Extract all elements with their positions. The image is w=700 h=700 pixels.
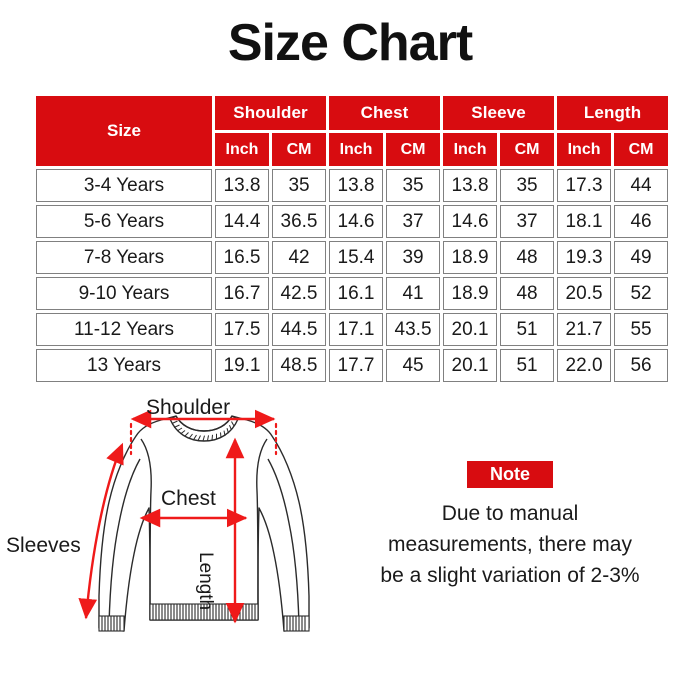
header-unit-chest-cm: CM [386,133,441,166]
row-size-label: 9-10 Years [36,277,212,310]
shoulder-seam-left [140,438,152,621]
header-group-sleeve: Sleeve [443,96,555,131]
header-unit-length-inch: Inch [557,133,612,166]
table-header: Size Shoulder Chest Sleeve Length Inch C… [36,96,669,166]
table-row: 3-4 Years 13.8 35 13.8 35 13.8 35 17.3 4… [36,169,669,202]
sleeve-arrow [78,442,124,620]
table-row: 9-10 Years 16.7 42.5 16.1 41 18.9 48 20.… [36,277,669,310]
cell-shoulder-inch: 17.5 [215,313,269,346]
cell-sleeve-inch: 18.9 [443,241,498,274]
sleeve-right-inner [267,458,300,626]
cell-chest-inch: 17.1 [329,313,384,346]
header-row-units: Inch CM Inch CM Inch CM Inch CM [36,133,669,166]
cell-length-cm: 49 [614,241,669,274]
cell-chest-cm: 39 [386,241,441,274]
cell-chest-cm: 37 [386,205,441,238]
note-badge: Note [467,461,553,488]
cell-sleeve-cm: 51 [500,349,555,382]
page-title: Size Chart [227,14,473,72]
cell-sleeve-inch: 18.9 [443,277,498,310]
cuff-right-ribbing [283,615,310,632]
cell-shoulder-inch: 14.4 [215,205,269,238]
cell-sleeve-cm: 35 [500,169,555,202]
shoulder-measure-group [129,409,278,456]
cell-sleeve-cm: 51 [500,313,555,346]
label-sleeves: Sleeves [6,534,81,557]
cell-length-cm: 56 [614,349,669,382]
size-table-container: Size Shoulder Chest Sleeve Length Inch C… [33,93,669,385]
header-unit-chest-inch: Inch [329,133,384,166]
cell-length-cm: 44 [614,169,669,202]
cell-shoulder-inch: 13.8 [215,169,269,202]
cell-chest-inch: 15.4 [329,241,384,274]
header-group-shoulder: Shoulder [215,96,327,131]
header-unit-sleeve-cm: CM [500,133,555,166]
cell-sleeve-inch: 20.1 [443,349,498,382]
cell-sleeve-cm: 48 [500,277,555,310]
table-body: 3-4 Years 13.8 35 13.8 35 13.8 35 17.3 4… [36,169,669,382]
table-row: 13 Years 19.1 48.5 17.7 45 20.1 51 22.0 … [36,349,669,382]
cell-length-inch: 17.3 [557,169,612,202]
cell-length-cm: 52 [614,277,669,310]
cell-sleeve-inch: 14.6 [443,205,498,238]
cell-sleeve-cm: 48 [500,241,555,274]
header-unit-length-cm: CM [614,133,669,166]
header-row-groups: Size Shoulder Chest Sleeve Length [36,96,669,166]
table-row: 11-12 Years 17.5 44.5 17.1 43.5 20.1 51 … [36,313,669,346]
cell-shoulder-cm: 48.5 [272,349,327,382]
header-unit-shoulder-inch: Inch [215,133,269,166]
row-size-label: 11-12 Years [36,313,212,346]
cell-length-cm: 46 [614,205,669,238]
sweater-illustration-svg [78,409,310,632]
row-size-label: 7-8 Years [36,241,212,274]
row-size-label: 13 Years [36,349,212,382]
cell-length-inch: 20.5 [557,277,612,310]
header-unit-sleeve-inch: Inch [443,133,498,166]
cell-chest-inch: 14.6 [329,205,384,238]
header-size: Size [36,96,212,166]
cell-sleeve-inch: 20.1 [443,313,498,346]
label-chest: Chest [161,487,216,510]
label-length: Length [195,552,216,611]
cell-sleeve-inch: 13.8 [443,169,498,202]
cuff-left-ribbing [98,615,125,632]
cell-shoulder-cm: 42.5 [272,277,327,310]
cell-length-inch: 21.7 [557,313,612,346]
size-table: Size Shoulder Chest Sleeve Length Inch C… [33,93,671,385]
row-size-label: 3-4 Years [36,169,212,202]
cell-chest-cm: 35 [386,169,441,202]
cell-shoulder-cm: 44.5 [272,313,327,346]
note-text: Due to manual measurements, there may be… [380,502,640,587]
cell-chest-inch: 13.8 [329,169,384,202]
table-row: 5-6 Years 14.4 36.5 14.6 37 14.6 37 18.1… [36,205,669,238]
table-row: 7-8 Years 16.5 42 15.4 39 18.9 48 19.3 4… [36,241,669,274]
cell-shoulder-inch: 16.7 [215,277,269,310]
cell-chest-inch: 16.1 [329,277,384,310]
sweater-diagram [0,392,350,700]
header-group-chest: Chest [329,96,441,131]
shoulder-seam-right [256,438,268,621]
cell-chest-cm: 45 [386,349,441,382]
cell-length-inch: 18.1 [557,205,612,238]
cell-chest-cm: 43.5 [386,313,441,346]
row-size-label: 5-6 Years [36,205,212,238]
cell-chest-inch: 17.7 [329,349,384,382]
cell-sleeve-cm: 37 [500,205,555,238]
cell-shoulder-cm: 42 [272,241,327,274]
header-unit-shoulder-cm: CM [272,133,327,166]
cell-length-cm: 55 [614,313,669,346]
label-shoulder: Shoulder [146,396,231,419]
cell-shoulder-cm: 36.5 [272,205,327,238]
header-group-length: Length [557,96,669,131]
cell-length-inch: 19.3 [557,241,612,274]
cell-shoulder-inch: 16.5 [215,241,269,274]
cell-shoulder-cm: 35 [272,169,327,202]
cell-shoulder-inch: 19.1 [215,349,269,382]
cell-chest-cm: 41 [386,277,441,310]
cell-length-inch: 22.0 [557,349,612,382]
